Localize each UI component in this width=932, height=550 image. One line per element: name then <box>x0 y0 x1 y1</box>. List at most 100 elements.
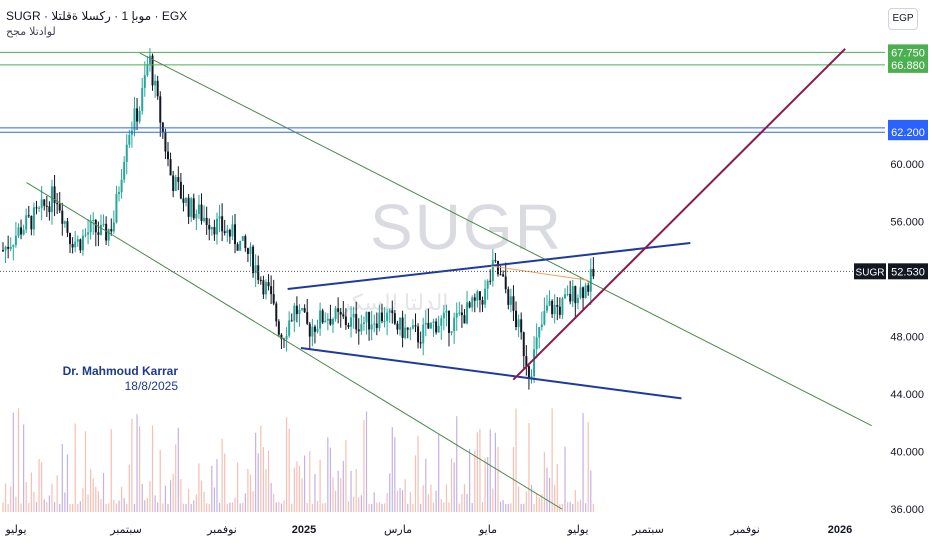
volume-bar <box>494 432 497 512</box>
volume-bar <box>216 459 218 512</box>
volume-bar <box>35 502 38 512</box>
volume-bar <box>430 484 432 512</box>
candle-body <box>22 229 25 235</box>
volume-bar <box>280 503 283 512</box>
candle-body <box>525 356 528 367</box>
volume-bar <box>376 502 378 512</box>
volume-bar <box>340 478 342 512</box>
candle-body <box>370 324 373 330</box>
price-level-badge-bg <box>888 56 928 73</box>
volume-bar <box>100 498 102 512</box>
volume-bar <box>110 429 112 512</box>
volume-bar <box>546 467 548 512</box>
volume-bar <box>265 469 267 512</box>
volume-bar <box>190 503 192 512</box>
volume-bar <box>252 491 254 512</box>
candle-body <box>551 300 554 315</box>
candle-body <box>419 342 422 344</box>
candle-body <box>213 226 216 235</box>
candle-body <box>182 198 185 203</box>
volume-bar <box>510 503 512 512</box>
price-level-badge: 62.200 <box>888 124 928 141</box>
candle-body <box>303 308 306 313</box>
volume-bar <box>309 451 311 512</box>
candle-body <box>264 282 267 295</box>
price-level-badge: 66.880 <box>888 56 928 73</box>
volume-bar <box>463 484 466 512</box>
candle-body <box>460 312 463 316</box>
candle-body <box>566 293 569 295</box>
candle-body <box>270 286 273 295</box>
volume-bar <box>523 503 525 512</box>
candle-body <box>280 334 283 340</box>
volume-bar <box>229 502 231 512</box>
volume-bar <box>273 493 275 512</box>
candle-body <box>362 322 365 324</box>
candle-body <box>20 227 23 235</box>
volume-bar <box>164 485 167 512</box>
candle-body <box>169 159 172 176</box>
volume-bar <box>180 478 182 512</box>
candle-body <box>540 324 543 328</box>
volume-bar <box>48 495 51 512</box>
volume-bar <box>448 502 450 512</box>
volume-bar <box>502 500 504 512</box>
candle-body <box>293 305 296 321</box>
volume-bar <box>157 502 159 512</box>
volume-bar <box>20 503 22 512</box>
price-tick-label: 44.000 <box>890 389 924 401</box>
candle-body <box>115 194 118 223</box>
candle-body <box>66 221 69 233</box>
volume-bar <box>311 503 313 512</box>
candle-body <box>61 210 64 224</box>
volume-bar <box>136 414 138 512</box>
uptrend-line <box>512 48 846 381</box>
time-tick-label: يوليو <box>4 524 26 536</box>
chart-header: SUGR · موبإ 1 · ركسلا ةقلتلا · EGX لوادت… <box>6 8 187 40</box>
candle-body <box>174 177 177 191</box>
volume-bar <box>25 482 27 512</box>
volume-bar <box>23 424 25 512</box>
price-level-value: 66.880 <box>891 60 925 72</box>
volume-bar <box>471 503 473 512</box>
volume-bar <box>518 486 520 512</box>
time-tick-label: سبتمبر <box>109 524 142 536</box>
symbol-title[interactable]: SUGR · موبإ 1 · ركسلا ةقلتلا · EGX <box>6 9 188 23</box>
candle-body <box>558 306 561 315</box>
candle-body <box>97 232 100 235</box>
last-price-value: 52.530 <box>891 266 925 278</box>
volume-bar <box>350 470 352 512</box>
volume-bar <box>569 501 571 512</box>
volume-bar <box>239 503 241 512</box>
candle-body <box>35 207 38 209</box>
author-note: Dr. Mahmoud Karrar 18/8/2025 <box>18 364 178 394</box>
currency-button[interactable]: EGP <box>888 8 918 30</box>
volume-bar <box>492 488 494 512</box>
candle-body <box>154 80 157 86</box>
volume-bar <box>353 496 355 512</box>
volume-bar <box>7 503 9 512</box>
volume-bar <box>481 502 484 512</box>
candle-body <box>123 161 126 180</box>
candle-body <box>14 235 17 246</box>
candle-body <box>87 232 90 235</box>
volume-bar <box>342 461 344 512</box>
volume-bar <box>394 437 396 512</box>
volume-bar <box>528 423 530 512</box>
candle-body <box>56 203 59 205</box>
volume-bar <box>538 497 540 512</box>
candle-body <box>574 286 577 304</box>
candle-body <box>288 320 291 336</box>
volume-bar <box>530 484 533 512</box>
volume-indicator-label[interactable]: لوادتلا مجح <box>6 26 56 38</box>
volume-bar <box>77 503 79 512</box>
candle-body <box>25 215 28 230</box>
candle-body <box>388 310 391 313</box>
candle-body <box>478 291 481 301</box>
candle-body <box>326 318 329 321</box>
candle-body <box>401 317 404 338</box>
volume-bar <box>296 461 298 512</box>
volume-bar <box>427 494 429 512</box>
volume-bar <box>237 462 239 512</box>
